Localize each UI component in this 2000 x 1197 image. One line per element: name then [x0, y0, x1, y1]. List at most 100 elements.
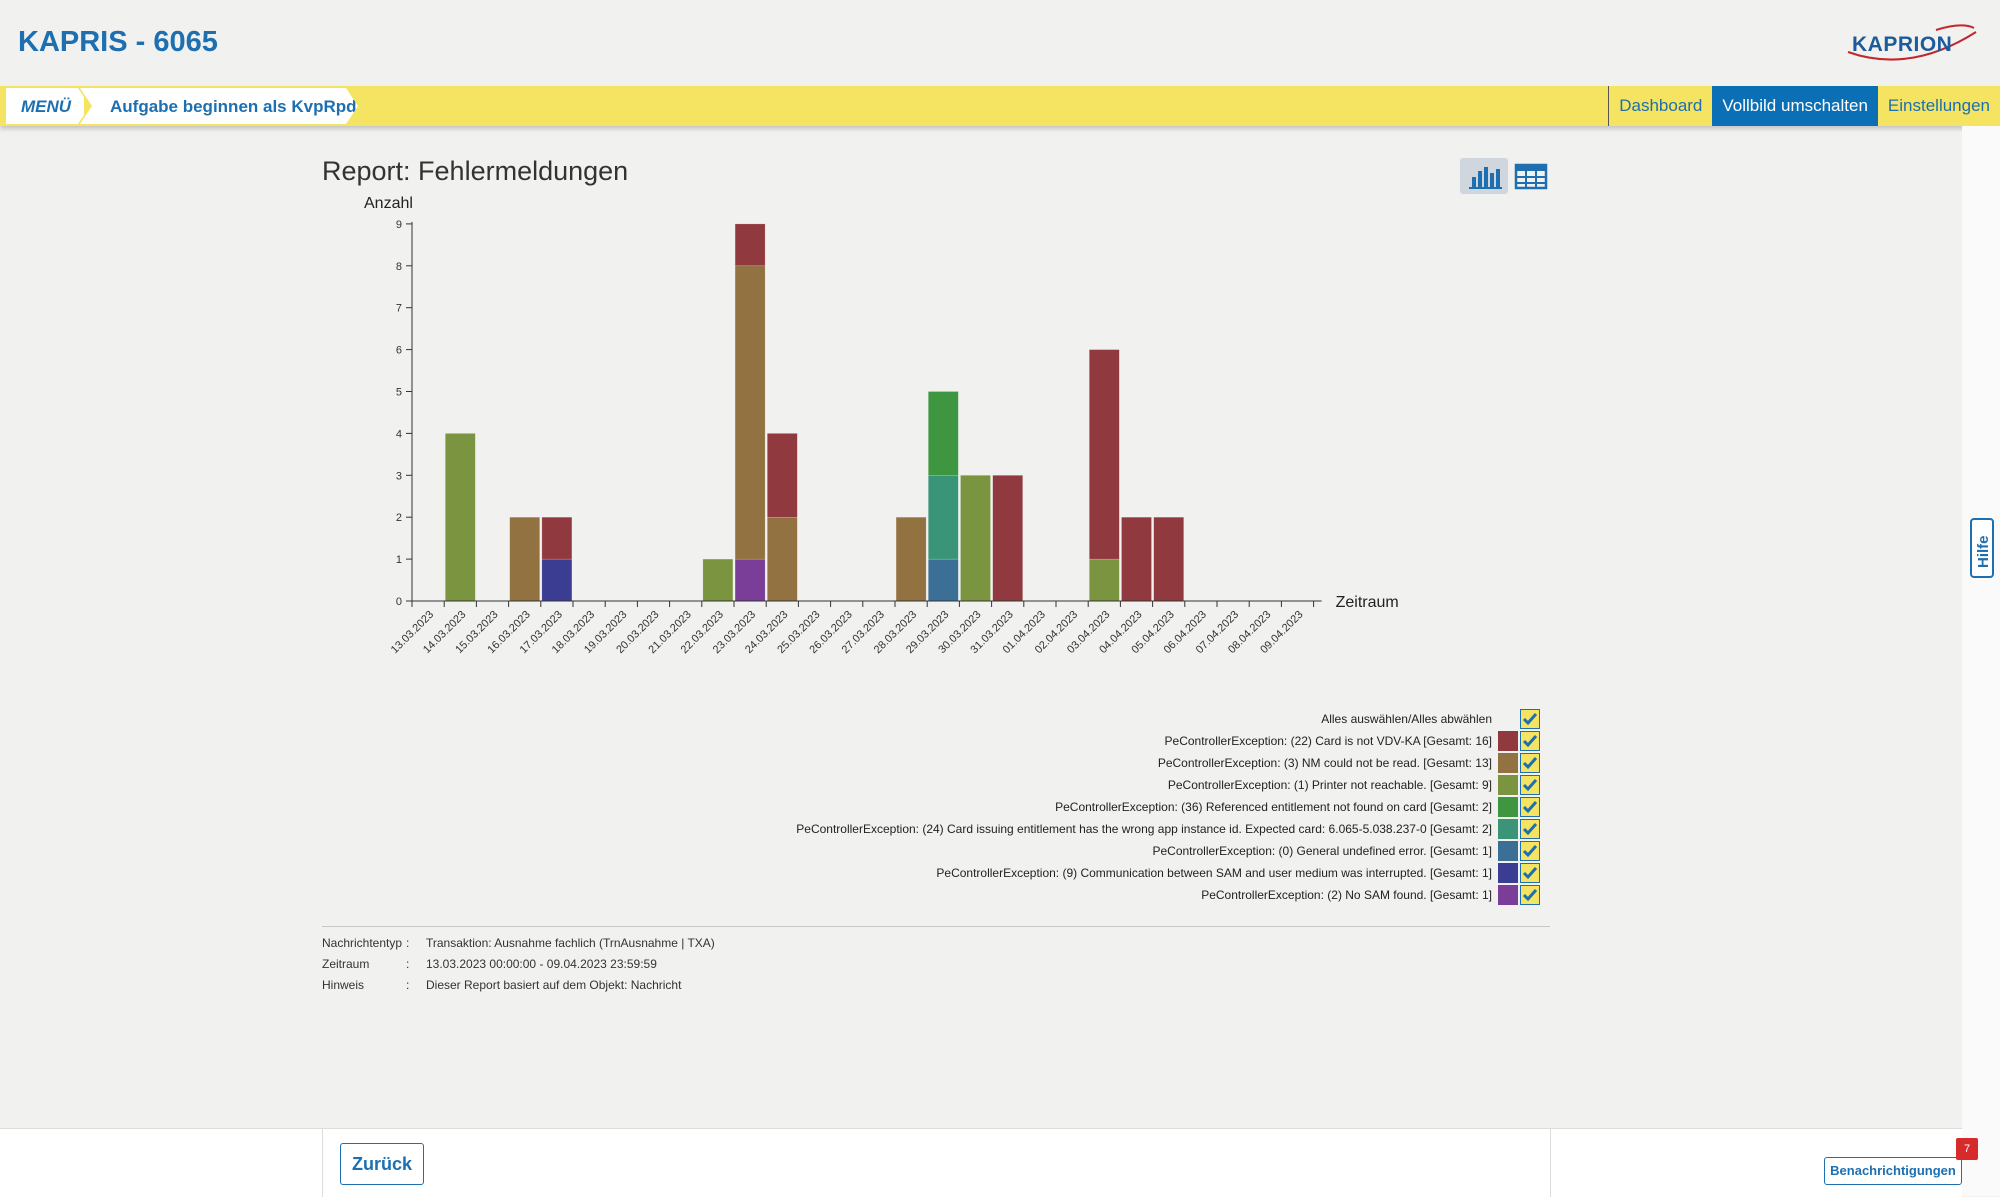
bar-segment — [928, 558, 959, 602]
back-button[interactable]: Zurück — [340, 1143, 424, 1185]
dashboard-button[interactable]: Dashboard — [1619, 96, 1703, 115]
notification-count-badge: 7 — [1956, 1138, 1978, 1160]
legend-select-all-label: Alles auswählen/Alles abwählen — [1321, 712, 1492, 726]
legend-item: PeControllerException: (22) Card is not … — [240, 730, 1540, 752]
chart-bars — [445, 223, 1184, 602]
help-tab[interactable]: Hilfe — [1970, 518, 1994, 578]
right-scroll-strip — [1962, 126, 2000, 1196]
legend-item-label: PeControllerException: (24) Card issuing… — [796, 822, 1492, 836]
legend-item-checkbox[interactable] — [1520, 753, 1540, 773]
report-meta: Nachrichtentyp : Transaktion: Ausnahme f… — [322, 936, 715, 999]
chart-legend: Alles auswählen/Alles abwählen PeControl… — [240, 708, 1540, 906]
legend-select-all-checkbox[interactable] — [1520, 709, 1540, 729]
legend-item-label: PeControllerException: (22) Card is not … — [1164, 734, 1492, 748]
legend-item: PeControllerException: (3) NM could not … — [240, 752, 1540, 774]
meta-key: Zeitraum — [322, 957, 370, 971]
x-axis-label: Zeitraum — [1336, 594, 1399, 611]
footer-bar: Zurück Benachrichtigungen — [0, 1128, 1962, 1197]
legend-item-checkbox[interactable] — [1520, 797, 1540, 817]
legend-swatch-placeholder — [1498, 709, 1518, 729]
error-report-chart: Anzahl Zeitraum 012345678913.03.202314.0… — [364, 195, 1399, 656]
bar-segment — [445, 433, 476, 602]
top-navigation-bar: MENÜ Aufgabe beginnen als KvpRpd Dashboa… — [0, 86, 2000, 126]
meta-row: Hinweis : Dieser Report basiert auf dem … — [322, 978, 715, 999]
bar-segment — [928, 391, 959, 476]
report-title: Report: Fehlermeldungen — [322, 156, 629, 186]
legend-swatch — [1498, 775, 1518, 795]
bar-segment — [1121, 516, 1152, 602]
bar-segment — [928, 475, 959, 560]
bar-segment — [509, 516, 540, 602]
legend-item-label: PeControllerException: (36) Referenced e… — [1055, 800, 1492, 814]
legend-swatch — [1498, 731, 1518, 751]
menu-button[interactable]: MENÜ — [6, 88, 84, 124]
bar-segment — [895, 516, 927, 602]
y-tick-label: 7 — [396, 303, 402, 315]
checkmark-icon — [1522, 889, 1538, 902]
bar-segment — [1089, 349, 1120, 560]
y-tick-label: 8 — [396, 261, 402, 273]
y-tick-label: 5 — [396, 387, 402, 399]
footer-divider-right — [1550, 1129, 1551, 1197]
legend-item: PeControllerException: (1) Printer not r… — [240, 774, 1540, 796]
settings-button[interactable]: Einstellungen — [1887, 96, 1990, 115]
checkmark-icon — [1522, 779, 1538, 792]
section-divider — [322, 926, 1550, 927]
legend-item-checkbox[interactable] — [1520, 841, 1540, 861]
kaprion-logo: KAPRION — [1840, 22, 1980, 68]
legend-item-checkbox[interactable] — [1520, 885, 1540, 905]
checkmark-icon — [1522, 757, 1538, 770]
notifications-button[interactable]: Benachrichtigungen — [1824, 1157, 1962, 1185]
menu-label: MENÜ — [21, 97, 72, 116]
breadcrumb-task[interactable]: Aufgabe beginnen als KvpRpd — [80, 88, 358, 124]
legend-select-all-row: Alles auswählen/Alles abwählen — [240, 708, 1540, 730]
bar-segment — [992, 475, 1023, 602]
bar-segment — [960, 475, 991, 602]
legend-item-label: PeControllerException: (0) General undef… — [1152, 844, 1492, 858]
legend-swatch — [1498, 885, 1518, 905]
bar-chart-icon — [1469, 167, 1502, 189]
meta-value: Transaktion: Ausnahme fachlich (TrnAusna… — [426, 936, 715, 950]
table-view-toggle[interactable] — [1512, 158, 1550, 194]
meta-colon: : — [406, 957, 410, 971]
y-tick-label: 9 — [396, 219, 402, 231]
bar-segment — [1089, 558, 1120, 602]
app-title: KAPRIS - 6065 — [18, 26, 218, 58]
y-tick-label: 4 — [396, 428, 402, 440]
legend-item-label: PeControllerException: (2) No SAM found.… — [1201, 888, 1492, 902]
bar-segment — [734, 265, 766, 560]
y-tick-label: 2 — [396, 512, 402, 524]
logo-swoosh-icon — [1847, 24, 1977, 61]
logo-text: KAPRION — [1852, 33, 1953, 56]
fullscreen-toggle-button[interactable]: Vollbild umschalten — [1712, 86, 1878, 126]
legend-swatch — [1498, 753, 1518, 773]
y-tick-label: 1 — [396, 554, 402, 566]
y-axis-label: Anzahl — [364, 195, 413, 212]
bar-segment — [734, 558, 766, 602]
bar-segment — [1153, 516, 1184, 602]
chart-view-toggle[interactable] — [1460, 158, 1508, 194]
legend-swatch — [1498, 819, 1518, 839]
legend-item: PeControllerException: (24) Card issuing… — [240, 818, 1540, 840]
bar-segment — [734, 223, 766, 267]
help-tab-label: Hilfe — [1975, 535, 1992, 568]
legend-item-checkbox[interactable] — [1520, 863, 1540, 883]
checkmark-icon — [1522, 713, 1538, 726]
table-icon — [1514, 163, 1548, 190]
legend-item-label: PeControllerException: (3) NM could not … — [1157, 756, 1492, 770]
y-tick-label: 6 — [396, 345, 402, 357]
bar-segment — [767, 516, 798, 602]
meta-colon: : — [406, 978, 410, 992]
meta-colon: : — [406, 936, 410, 950]
legend-swatch — [1498, 841, 1518, 861]
meta-row: Zeitraum : 13.03.2023 00:00:00 - 09.04.2… — [322, 957, 715, 978]
legend-item: PeControllerException: (0) General undef… — [240, 840, 1540, 862]
legend-item-checkbox[interactable] — [1520, 775, 1540, 795]
y-tick-label: 3 — [396, 470, 402, 482]
nav-right-group: Dashboard Vollbild umschalten Einstellun… — [1608, 86, 2000, 126]
legend-item-checkbox[interactable] — [1520, 819, 1540, 839]
legend-item: PeControllerException: (9) Communication… — [240, 862, 1540, 884]
legend-item-checkbox[interactable] — [1520, 731, 1540, 751]
checkmark-icon — [1522, 735, 1538, 748]
meta-key: Nachrichtentyp — [322, 936, 403, 950]
